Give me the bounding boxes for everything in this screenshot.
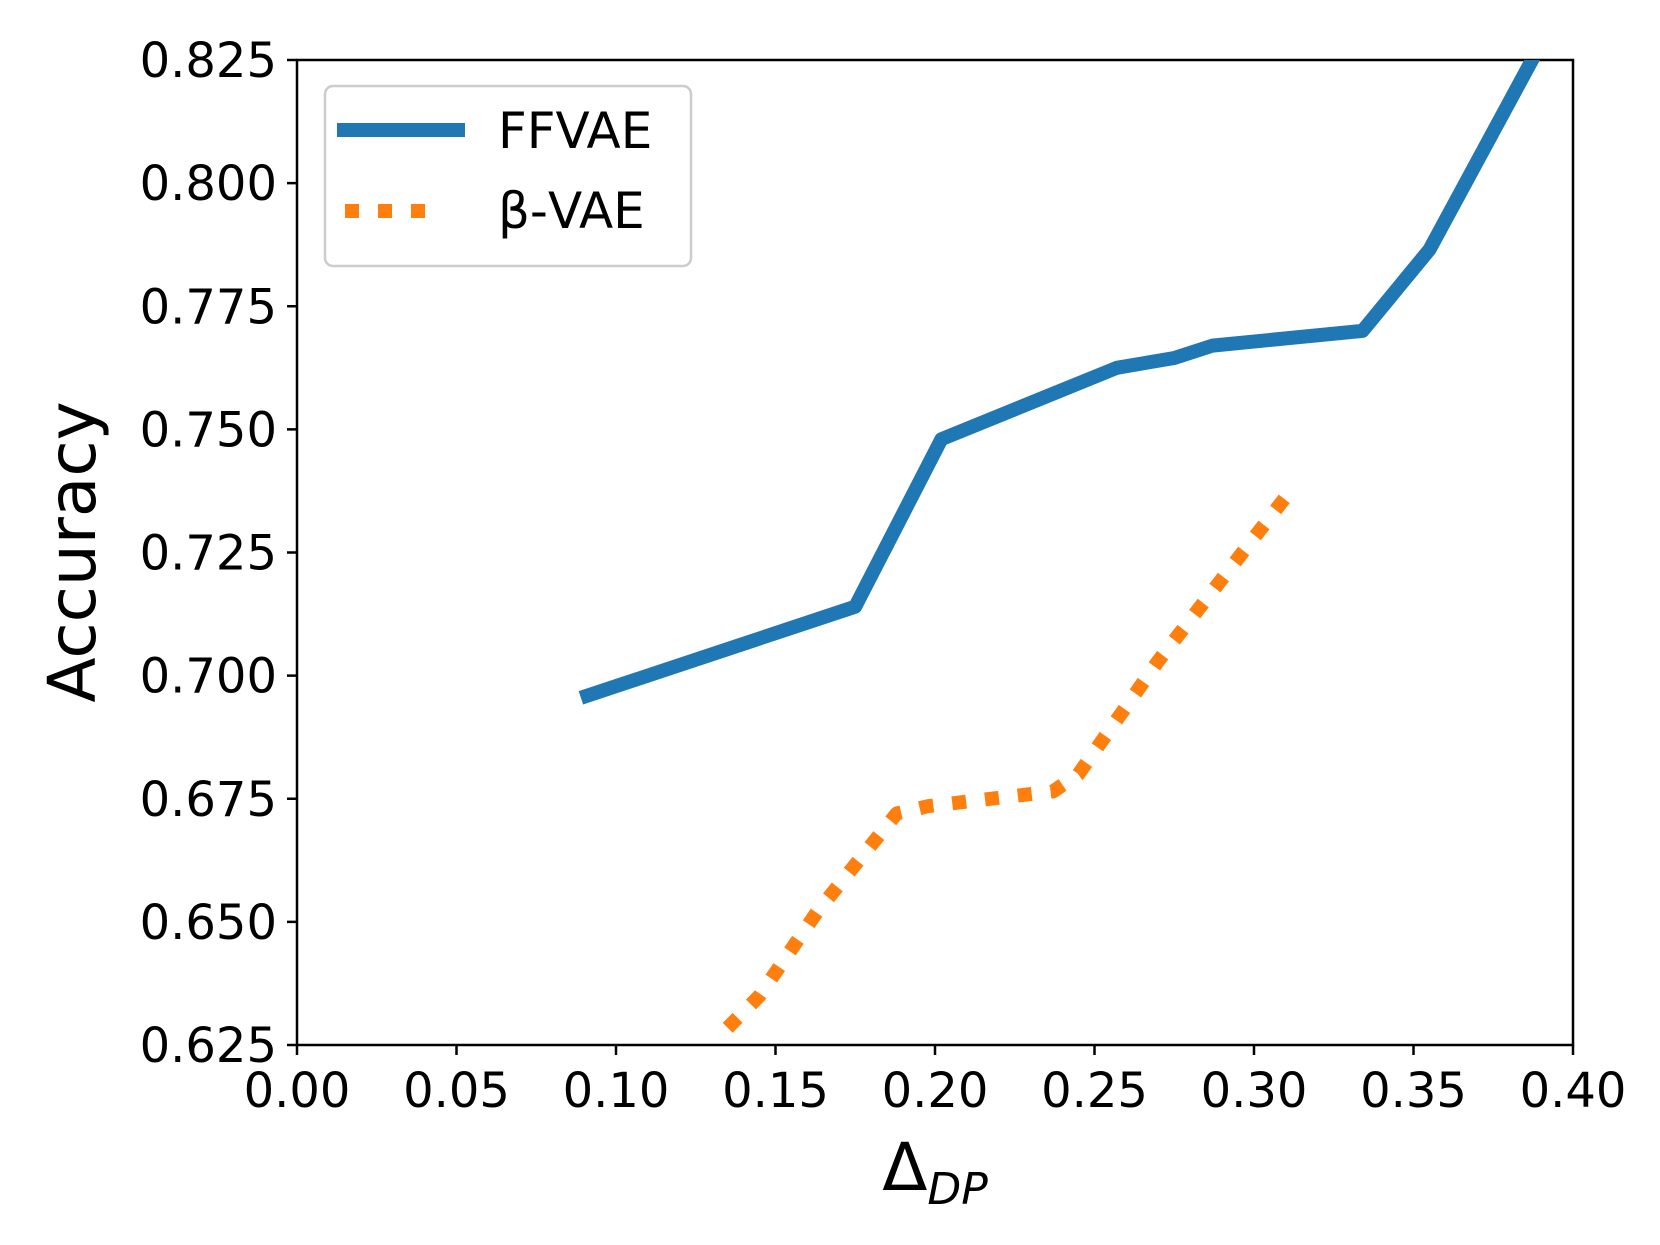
y-tick-label: 0.725: [140, 526, 277, 582]
x-tick-label: 0.15: [722, 1063, 829, 1119]
y-axis: 0.625 0.650 0.675 0.700 0.725 0.750 0.775 0.800…: [140, 33, 297, 1074]
x-tick-label: 0.05: [403, 1063, 510, 1119]
y-tick-label: 0.825: [140, 33, 277, 89]
x-tick-label: 0.40: [1520, 1063, 1627, 1119]
legend-label-beta-vae: β-VAE: [498, 182, 645, 240]
y-tick-label: 0.750: [140, 402, 277, 458]
legend: FFVAE β-VAE: [323, 84, 693, 268]
x-tick-label: 0.10: [563, 1063, 670, 1119]
x-tick-label: 0.30: [1201, 1063, 1308, 1119]
series-line-beta-vae: [722, 484, 1298, 1033]
x-axis-title-subscript: DP: [927, 1164, 988, 1215]
x-tick-label: 0.20: [882, 1063, 989, 1119]
x-axis: 0.00 0.05 0.10 0.15 0.20 0.25 0.30 0.35 0.40: [244, 1045, 1627, 1119]
series-layer: [578, 60, 1541, 1033]
x-tick-label: 0.00: [244, 1063, 351, 1119]
series-line-ffvae: [578, 60, 1541, 705]
legend-label-ffvae: FFVAE: [498, 102, 652, 160]
y-tick-label: 0.700: [140, 649, 277, 705]
y-tick-label: 0.775: [140, 279, 277, 335]
y-tick-label: 0.625: [140, 1018, 277, 1074]
x-axis-title: ΔDP: [882, 1129, 988, 1215]
y-tick-label: 0.800: [140, 156, 277, 212]
y-tick-label: 0.675: [140, 772, 277, 828]
x-tick-label: 0.35: [1360, 1063, 1467, 1119]
x-axis-title-symbol: Δ: [882, 1129, 927, 1206]
y-tick-label: 0.650: [140, 895, 277, 951]
x-tick-label: 0.25: [1041, 1063, 1148, 1119]
y-axis-title: Accuracy: [34, 401, 111, 702]
